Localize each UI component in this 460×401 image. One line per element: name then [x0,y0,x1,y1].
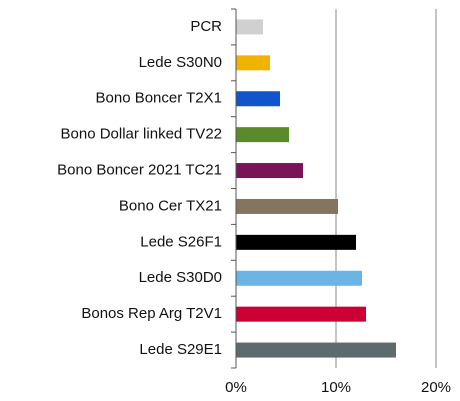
y-tick-label: Lede S30N0 [139,54,222,71]
y-tick-label: Lede S29E1 [139,341,222,358]
y-tick-label: Bonos Rep Arg T2V1 [81,305,222,322]
bar [236,91,280,107]
x-tick-label: 0% [225,379,247,396]
y-tick-label: Lede S26F1 [140,233,222,250]
y-tick-label: Lede S30D0 [139,269,222,286]
bar [236,306,366,322]
x-tick-label: 10% [321,379,351,396]
bar [236,19,263,35]
y-tick-label: PCR [190,18,222,35]
x-tick-label: 20% [421,379,451,396]
bar [236,342,396,358]
bar [236,234,356,250]
bar [236,270,362,286]
bar [236,127,289,143]
y-tick-label: Bono Boncer T2X1 [96,90,222,107]
y-tick-label: Bono Cer TX21 [119,197,222,214]
bar [236,198,338,214]
y-tick-label: Bono Dollar linked TV22 [61,126,222,143]
y-tick-label: Bono Boncer 2021 TC21 [57,162,222,179]
bar [236,55,270,71]
bar [236,163,303,179]
